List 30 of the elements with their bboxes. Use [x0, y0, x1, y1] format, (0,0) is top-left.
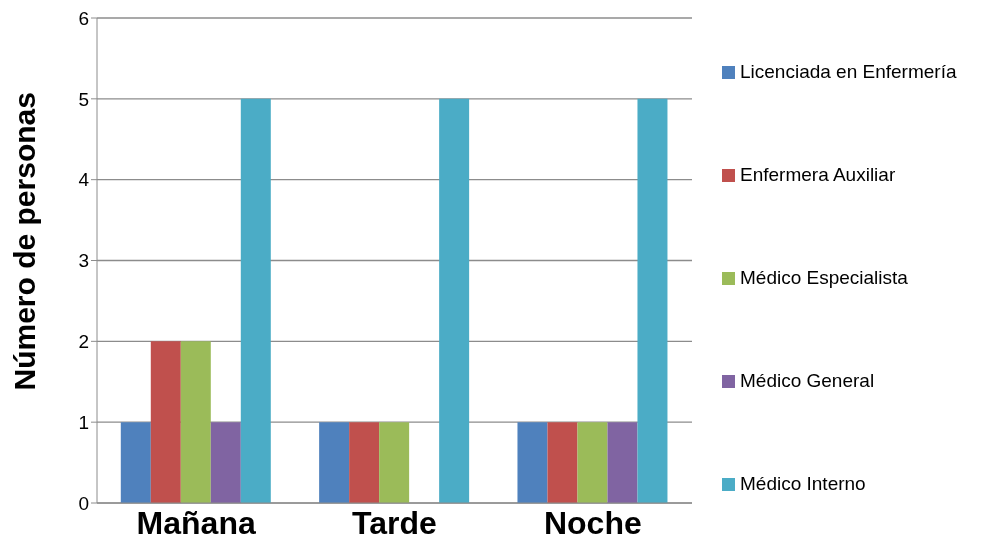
- bar: [120, 422, 151, 503]
- x-tick-label: Mañana: [136, 504, 256, 541]
- bar: [577, 422, 608, 503]
- bar: [439, 98, 470, 503]
- bar: [379, 422, 410, 503]
- bar: [517, 422, 548, 503]
- x-tick-label: Noche: [543, 504, 642, 541]
- legend-label: Enfermera Auxiliar: [740, 164, 896, 186]
- legend-label: Médico General: [740, 370, 875, 392]
- bar: [240, 98, 271, 503]
- legend-label: Médico Especialista: [740, 267, 908, 289]
- bar: [319, 422, 350, 503]
- y-tick-label: 5: [78, 88, 89, 110]
- y-tick-label: 3: [78, 250, 89, 272]
- bar: [349, 422, 380, 503]
- y-tick-label: 2: [78, 331, 89, 353]
- y-tick-label: 0: [78, 492, 89, 514]
- bar: [637, 98, 668, 503]
- bar: [150, 341, 181, 503]
- y-tick-label: 4: [78, 169, 90, 191]
- bar: [180, 341, 211, 503]
- bar: [210, 422, 241, 503]
- y-tick-label: 1: [78, 411, 89, 433]
- y-tick-label: 6: [78, 7, 89, 29]
- legend-label: Licenciada en Enfermería: [740, 61, 957, 83]
- y-axis-title: Número de personas: [7, 92, 41, 391]
- bar: [547, 422, 578, 503]
- legend-label: Médico Interno: [740, 473, 866, 495]
- x-tick-label: Tarde: [352, 504, 437, 541]
- bar: [607, 422, 638, 503]
